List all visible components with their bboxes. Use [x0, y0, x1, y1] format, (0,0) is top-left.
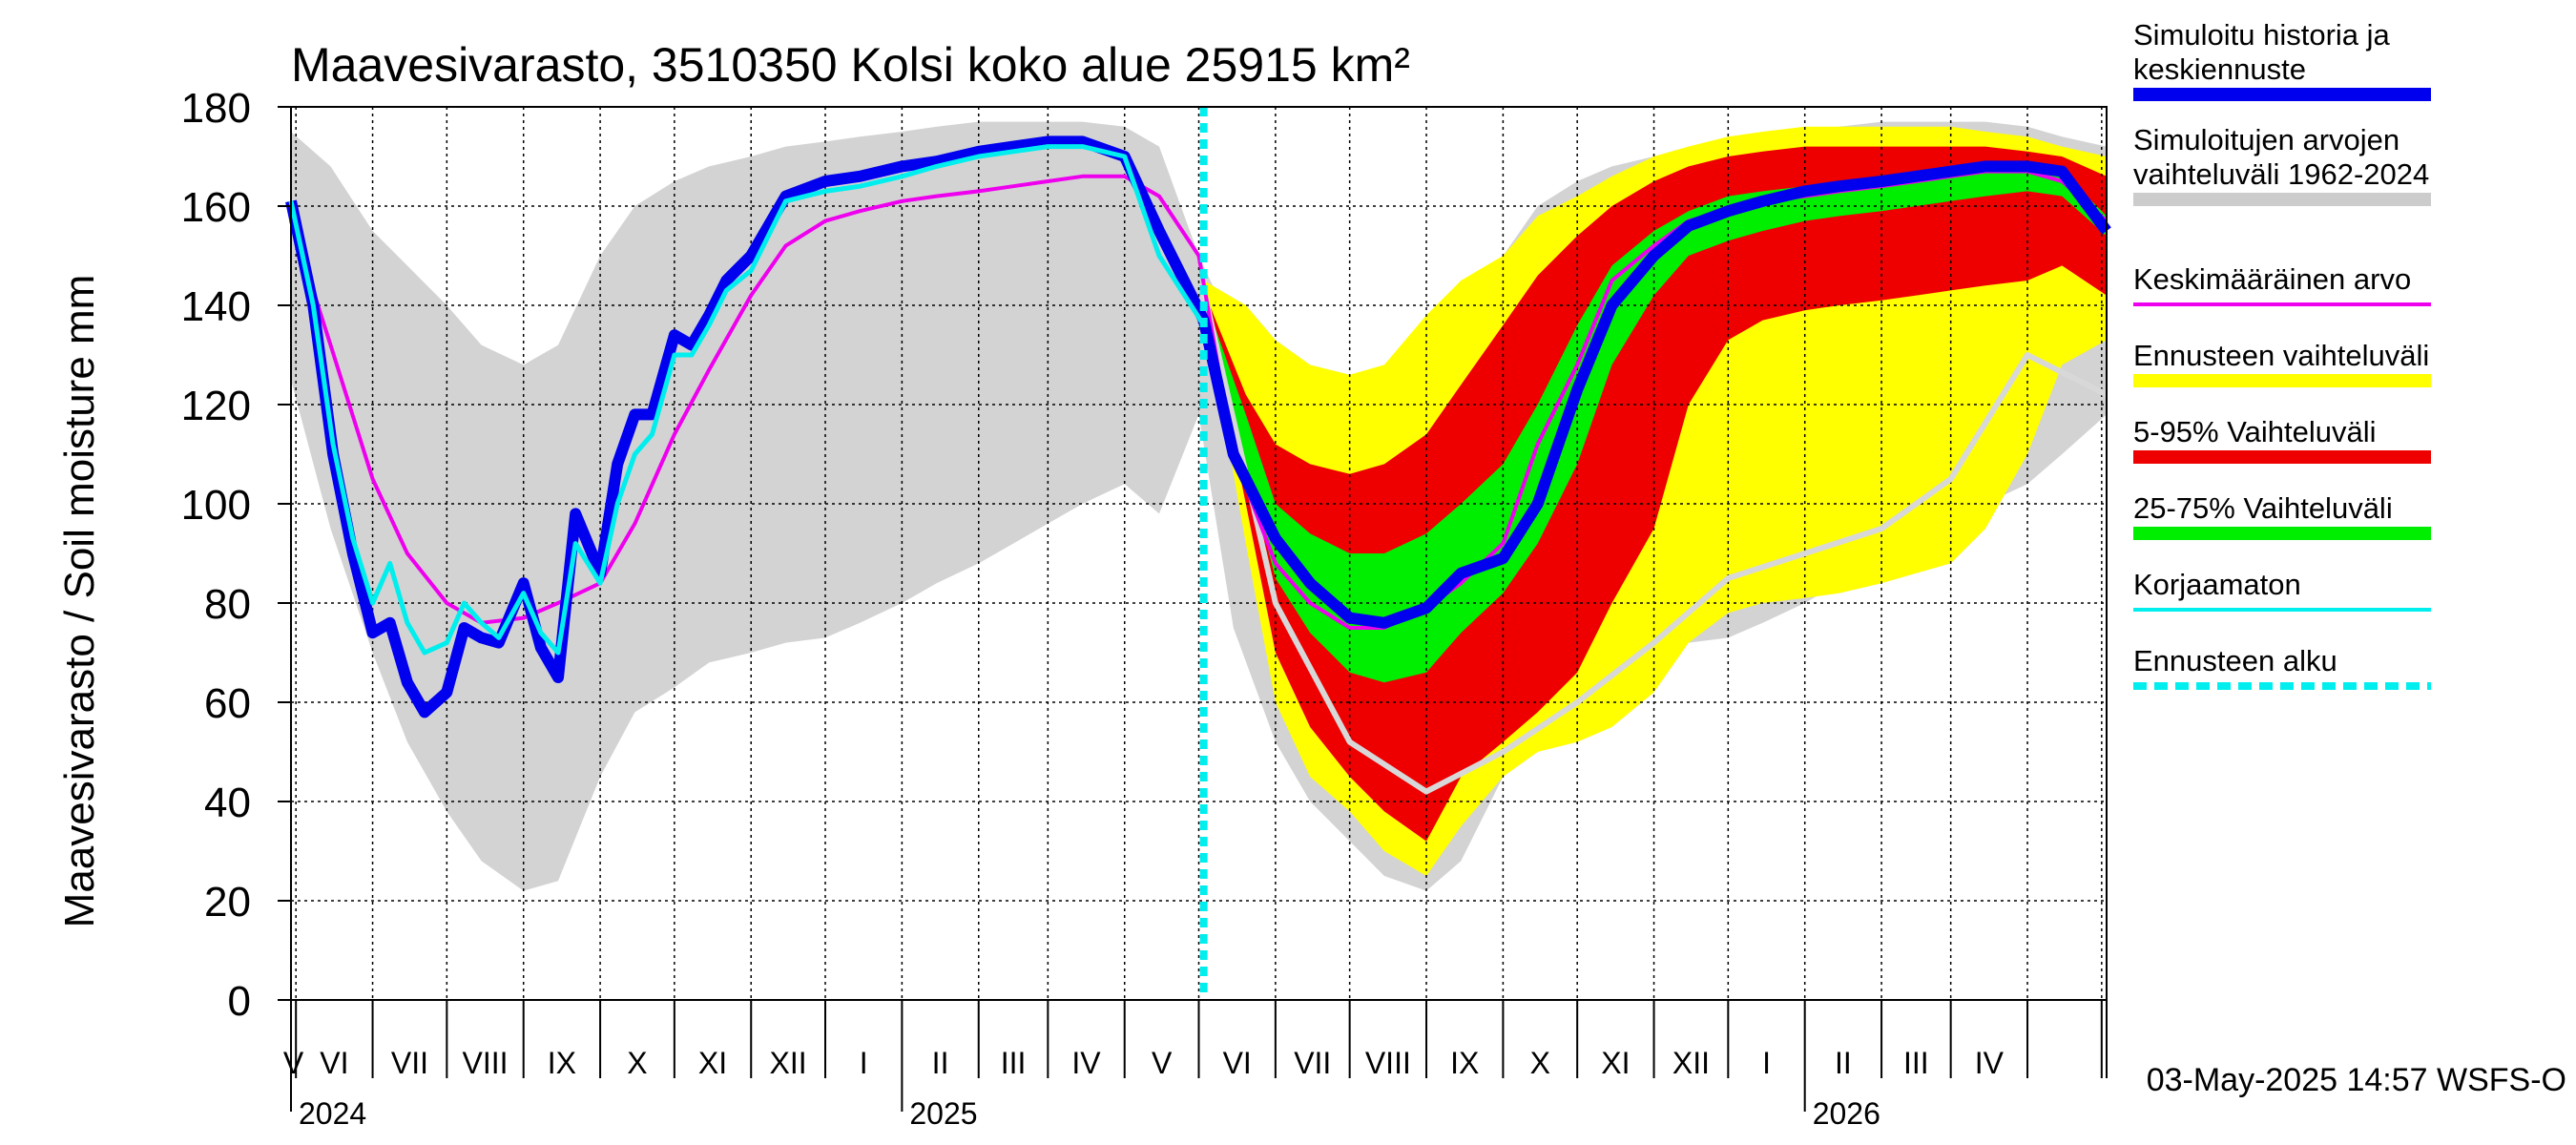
legend-label: Keskimääräinen arvo [2133, 262, 2411, 296]
legend-label: Ennusteen vaihteluväli [2133, 339, 2429, 372]
x-month-label: III [1903, 1046, 1929, 1080]
x-month-label: XII [770, 1046, 807, 1080]
x-month-label: VI [1223, 1046, 1252, 1080]
x-month-label: XI [1601, 1046, 1630, 1080]
x-month-label: VI [320, 1046, 348, 1080]
chart-title: Maavesivarasto, 3510350 Kolsi koko alue … [291, 38, 1410, 92]
x-month-label: II [1835, 1046, 1852, 1080]
legend-label: Simuloitu historia ja [2133, 18, 2391, 52]
x-month-label: II [932, 1046, 949, 1080]
x-month-label: IX [1450, 1046, 1479, 1080]
x-month-label: VIII [1365, 1046, 1411, 1080]
y-tick-label: 140 [181, 283, 251, 330]
legend-label: 25-75% Vaihteluväli [2133, 491, 2393, 525]
x-year-label: 2024 [299, 1096, 366, 1131]
x-year-label: 2025 [909, 1096, 977, 1131]
legend-label: 5-95% Vaihteluväli [2133, 415, 2376, 448]
x-month-label: I [1762, 1046, 1771, 1080]
y-tick-label: 40 [204, 780, 251, 826]
x-month-label: III [1001, 1046, 1027, 1080]
x-month-label: V [283, 1046, 304, 1080]
x-month-label: IV [1975, 1046, 2005, 1080]
x-month-label: VII [1294, 1046, 1331, 1080]
legend-label: Simuloitujen arvojen [2133, 123, 2399, 156]
legend-label: Korjaamaton [2133, 568, 2301, 601]
forecast-25-75-band [1203, 166, 2107, 683]
x-month-label: VIII [463, 1046, 509, 1080]
footer-timestamp: 03-May-2025 14:57 WSFS-O [2147, 1062, 2566, 1098]
x-month-label: XII [1672, 1046, 1710, 1080]
y-tick-label: 60 [204, 680, 251, 727]
x-month-label: V [1152, 1046, 1173, 1080]
x-month-label: I [860, 1046, 868, 1080]
legend-label: Ennusteen alku [2133, 644, 2337, 677]
x-year-label: 2026 [1813, 1096, 1880, 1131]
x-month-label: IX [548, 1046, 576, 1080]
x-month-label: X [627, 1046, 647, 1080]
y-tick-label: 100 [181, 482, 251, 529]
y-tick-label: 80 [204, 581, 251, 628]
legend-label: keskiennuste [2133, 52, 2306, 86]
x-month-label: IV [1071, 1046, 1101, 1080]
y-tick-label: 20 [204, 879, 251, 926]
series-line-simulated [285, 135, 2111, 718]
x-month-label: X [1530, 1046, 1550, 1080]
y-tick-label: 180 [181, 85, 251, 132]
y-axis-label: Maavesivarasto / Soil moisture mm [56, 275, 103, 928]
series-line-uncorrected [288, 144, 1206, 656]
x-month-label: XI [698, 1046, 727, 1080]
series-line-historical-scenario [1200, 289, 2109, 795]
x-month-label: VII [391, 1046, 428, 1080]
legend-label: vaihteluväli 1962-2024 [2133, 157, 2429, 191]
y-tick-label: 120 [181, 383, 251, 429]
y-tick-label: 160 [181, 184, 251, 231]
y-tick-label: 0 [228, 978, 251, 1025]
